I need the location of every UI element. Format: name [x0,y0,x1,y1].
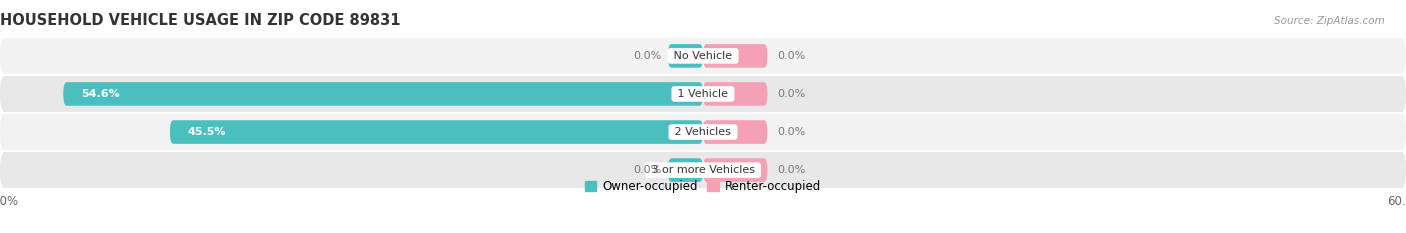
FancyBboxPatch shape [668,44,703,68]
FancyBboxPatch shape [0,75,1406,113]
FancyBboxPatch shape [703,44,768,68]
FancyBboxPatch shape [0,37,1406,75]
FancyBboxPatch shape [703,82,768,106]
Text: 0.0%: 0.0% [634,165,662,175]
FancyBboxPatch shape [0,151,1406,189]
FancyBboxPatch shape [703,120,768,144]
Text: 2 Vehicles: 2 Vehicles [671,127,735,137]
Text: 0.0%: 0.0% [778,51,806,61]
Legend: Owner-occupied, Renter-occupied: Owner-occupied, Renter-occupied [579,175,827,198]
Text: 0.0%: 0.0% [634,51,662,61]
Text: 3 or more Vehicles: 3 or more Vehicles [648,165,758,175]
FancyBboxPatch shape [0,113,1406,151]
FancyBboxPatch shape [63,82,703,106]
Text: 0.0%: 0.0% [778,89,806,99]
Text: 1 Vehicle: 1 Vehicle [675,89,731,99]
FancyBboxPatch shape [703,158,768,182]
Text: 45.5%: 45.5% [187,127,226,137]
Text: No Vehicle: No Vehicle [671,51,735,61]
Text: 0.0%: 0.0% [778,127,806,137]
Text: 54.6%: 54.6% [82,89,120,99]
FancyBboxPatch shape [170,120,703,144]
Text: 0.0%: 0.0% [778,165,806,175]
Text: HOUSEHOLD VEHICLE USAGE IN ZIP CODE 89831: HOUSEHOLD VEHICLE USAGE IN ZIP CODE 8983… [0,13,401,28]
Text: Source: ZipAtlas.com: Source: ZipAtlas.com [1274,16,1385,26]
FancyBboxPatch shape [668,158,703,182]
